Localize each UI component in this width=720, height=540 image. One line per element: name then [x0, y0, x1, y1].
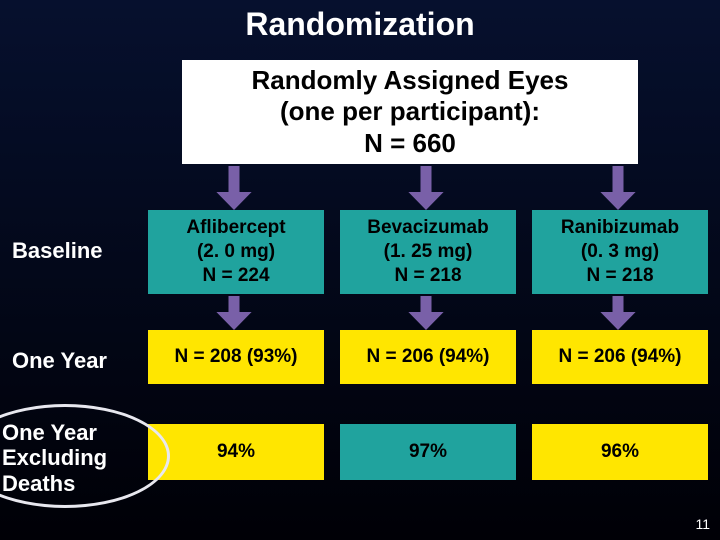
arrow-top-0 [212, 166, 256, 214]
cell-excl-1: 97% [340, 424, 516, 480]
row-label-one-year: One Year [12, 348, 107, 373]
assigned-box: Randomly Assigned Eyes (one per particip… [182, 60, 638, 164]
page-number: 11 [695, 516, 710, 532]
assigned-text: Randomly Assigned Eyes (one per particip… [252, 65, 569, 159]
cell-one_year-1: N = 206 (94%) [340, 330, 516, 384]
arrow-mid-0 [212, 296, 256, 334]
cell-excl-2: 96% [532, 424, 708, 480]
cell-text: Aflibercept (2. 0 mg) N = 224 [186, 216, 285, 287]
cell-baseline-0: Aflibercept (2. 0 mg) N = 224 [148, 210, 324, 294]
cell-one_year-0: N = 208 (93%) [148, 330, 324, 384]
cell-text: N = 206 (94%) [558, 345, 681, 369]
highlight-ellipse [0, 404, 170, 508]
slide-title: Randomization [0, 6, 720, 43]
arrow-mid-2 [596, 296, 640, 334]
arrow-mid-1 [404, 296, 448, 334]
cell-text: Bevacizumab (1. 25 mg) N = 218 [367, 216, 488, 287]
cell-text: 96% [601, 440, 639, 464]
cell-one_year-2: N = 206 (94%) [532, 330, 708, 384]
cell-text: N = 208 (93%) [174, 345, 297, 369]
cell-text: 97% [409, 440, 447, 464]
cell-baseline-2: Ranibizumab (0. 3 mg) N = 218 [532, 210, 708, 294]
row-label-baseline: Baseline [12, 238, 103, 263]
cell-excl-0: 94% [148, 424, 324, 480]
cell-text: Ranibizumab (0. 3 mg) N = 218 [561, 216, 679, 287]
cell-baseline-1: Bevacizumab (1. 25 mg) N = 218 [340, 210, 516, 294]
arrow-top-2 [596, 166, 640, 214]
cell-text: 94% [217, 440, 255, 464]
arrow-top-1 [404, 166, 448, 214]
cell-text: N = 206 (94%) [366, 345, 489, 369]
